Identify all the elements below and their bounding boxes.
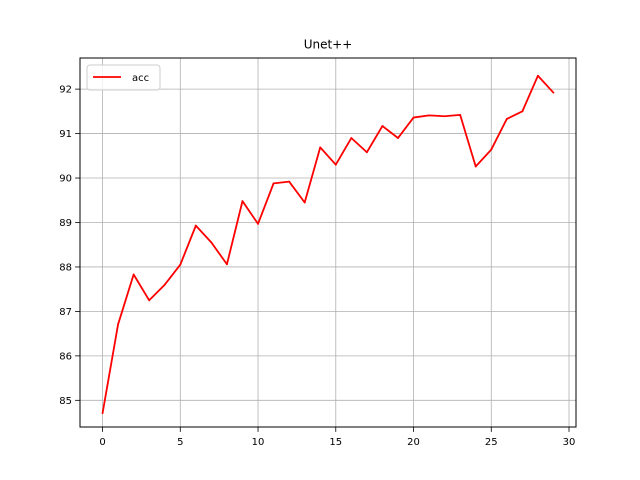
data-point — [521, 110, 524, 113]
series-layer — [101, 74, 555, 415]
data-point — [117, 323, 119, 326]
data-point — [474, 165, 477, 168]
data-point — [241, 200, 244, 203]
data-point — [194, 224, 197, 227]
x-tick-label: 15 — [329, 437, 342, 448]
x-tick-label: 0 — [99, 437, 105, 448]
x-tick-label: 10 — [252, 437, 265, 448]
data-point — [179, 263, 182, 266]
data-point — [537, 74, 539, 77]
grid — [80, 58, 576, 427]
data-point — [303, 201, 306, 204]
y-tick-label: 87 — [59, 307, 72, 318]
data-point — [505, 118, 508, 120]
data-point — [459, 114, 462, 116]
y-tick-label: 85 — [59, 396, 72, 407]
axis-ticks: 0 5 10 15 20 25 30 85 86 87 88 89 90 91 92 — [59, 85, 575, 448]
data-point — [428, 114, 430, 117]
x-tick-label: 30 — [563, 437, 576, 448]
data-point — [226, 263, 228, 266]
data-point — [132, 273, 135, 276]
y-tick-label: 92 — [59, 85, 72, 96]
data-point — [210, 241, 213, 244]
data-point — [412, 116, 415, 119]
x-tick-label: 20 — [407, 437, 420, 448]
data-point — [443, 115, 446, 118]
y-tick-label: 90 — [59, 174, 72, 185]
data-point — [163, 283, 166, 286]
chart-title: Unet++ — [304, 38, 353, 52]
data-point — [365, 151, 368, 154]
plot-frame — [79, 57, 577, 428]
legend-label-acc: acc — [132, 73, 149, 84]
y-tick-label: 89 — [59, 218, 72, 229]
y-tick-label: 88 — [59, 262, 72, 273]
data-point — [397, 137, 399, 139]
y-tick-label: 91 — [59, 129, 72, 140]
data-point — [490, 148, 493, 151]
data-point — [381, 125, 384, 127]
data-point — [101, 412, 104, 415]
data-point — [350, 137, 353, 139]
data-point — [552, 91, 555, 94]
series-line-acc — [101, 74, 555, 414]
x-tick-label: 25 — [485, 437, 498, 448]
data-point — [272, 182, 275, 185]
y-tick-label: 86 — [59, 351, 72, 362]
data-point — [257, 222, 259, 225]
legend: acc — [86, 64, 161, 91]
data-point — [319, 146, 322, 149]
legend-box — [86, 64, 161, 91]
data-point — [334, 163, 337, 166]
data-point — [288, 180, 291, 183]
data-point — [148, 299, 151, 302]
x-tick-label: 5 — [177, 437, 183, 448]
